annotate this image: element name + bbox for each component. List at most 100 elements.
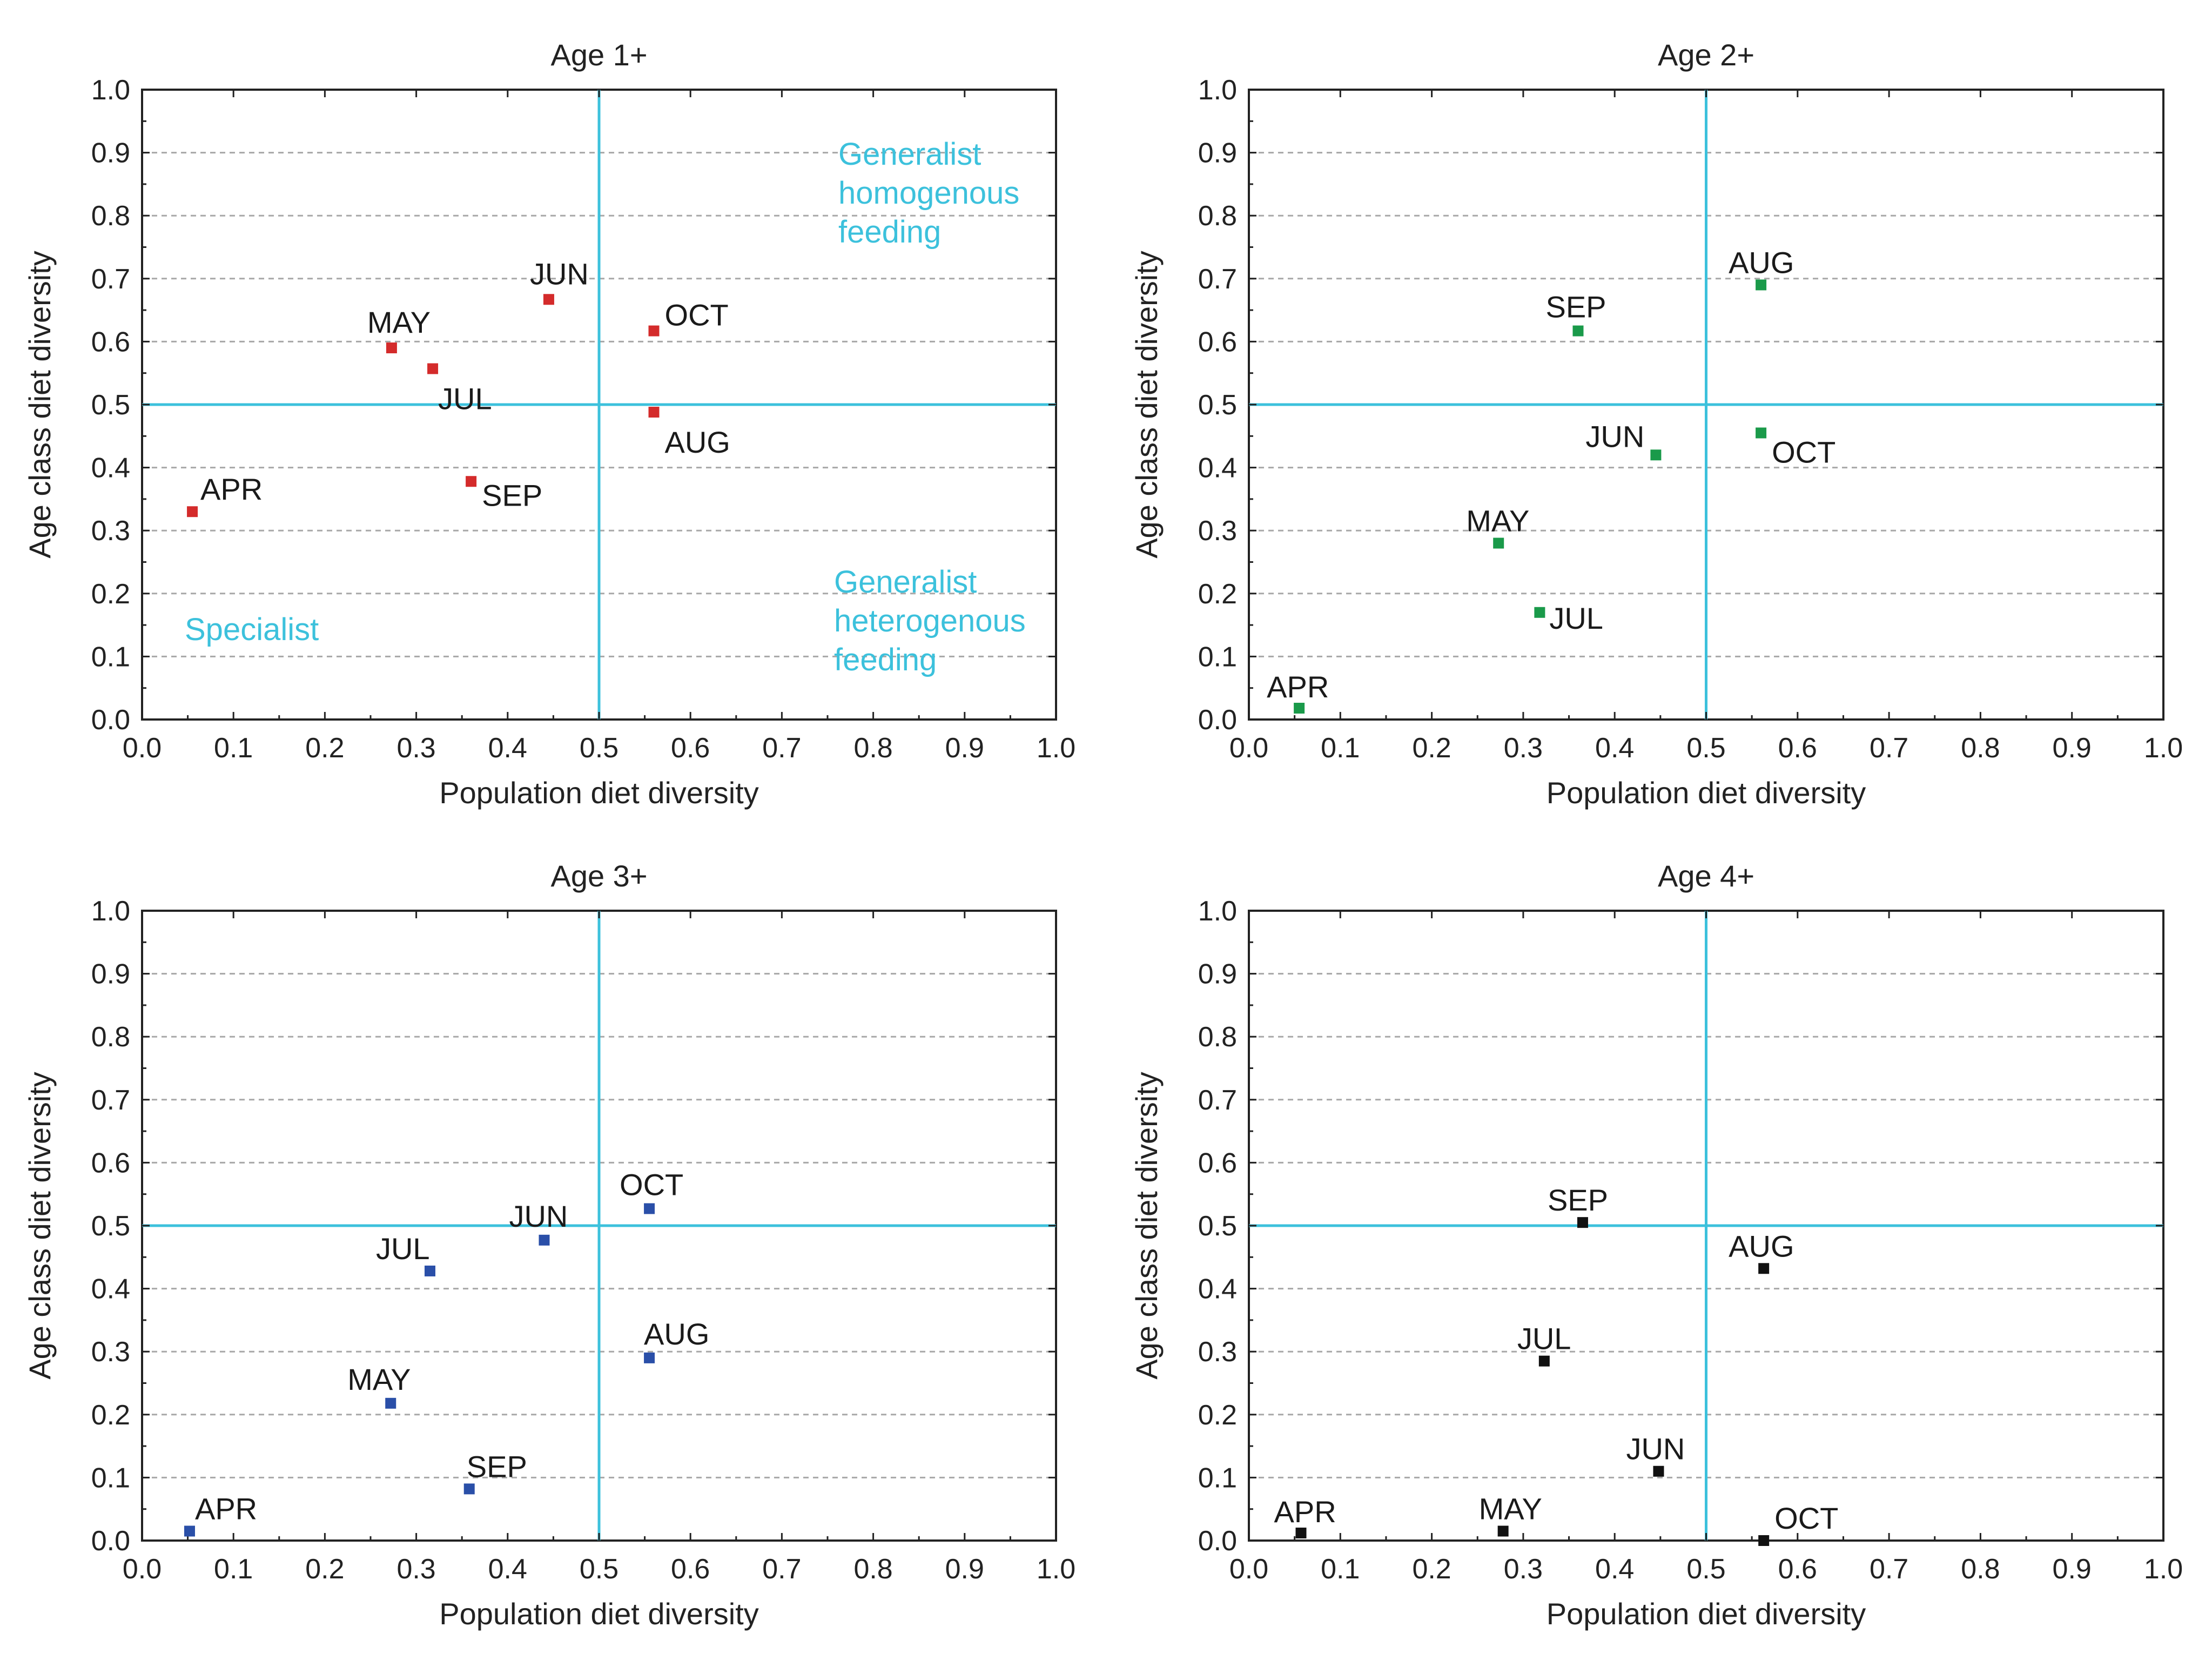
y-tick-label: 0.1	[91, 1462, 130, 1494]
x-tick-label: 0.2	[305, 732, 344, 764]
data-point-oct	[1758, 1535, 1770, 1546]
data-point-sep	[466, 476, 477, 487]
chart-title: Age 4+	[1658, 859, 1754, 893]
y-tick-label: 0.3	[91, 515, 130, 547]
data-label-jul: JUL	[376, 1232, 430, 1266]
data-point-apr	[184, 1525, 195, 1537]
x-tick-label: 0.0	[123, 732, 162, 764]
x-tick-label: 0.5	[1686, 1554, 1725, 1585]
data-point-jul	[1534, 607, 1545, 618]
x-tick-label: 0.5	[1686, 732, 1725, 764]
x-tick-label: 0.8	[853, 732, 892, 764]
x-tick-label: 0.7	[1870, 1554, 1908, 1585]
x-tick-label: 0.2	[1412, 1554, 1451, 1585]
y-tick-label: 0.8	[91, 1021, 130, 1053]
chart-title: Age 1+	[550, 38, 647, 72]
quadrant-annotation-line: Specialist	[185, 612, 319, 647]
y-tick-label: 0.0	[91, 1525, 130, 1557]
data-label-sep: SEP	[1548, 1183, 1608, 1217]
x-tick-label: 0.9	[945, 732, 984, 764]
y-axis-title: Age class diet diversity	[23, 251, 57, 559]
x-tick-label: 0.3	[1504, 732, 1543, 764]
y-tick-label: 0.5	[91, 1211, 130, 1242]
y-tick-label: 0.6	[91, 1147, 130, 1179]
y-tick-label: 0.7	[91, 264, 130, 295]
data-point-jul	[1538, 1355, 1550, 1367]
data-label-jul: JUL	[438, 382, 492, 416]
x-tick-label: 0.0	[1229, 732, 1268, 764]
x-tick-label: 0.1	[214, 732, 253, 764]
x-tick-label: 0.8	[1961, 1554, 2000, 1585]
data-point-sep	[463, 1483, 475, 1495]
data-label-jul: JUL	[1517, 1322, 1571, 1356]
x-tick-label: 0.1	[214, 1554, 253, 1585]
y-tick-label: 0.2	[91, 579, 130, 610]
data-point-aug	[1756, 279, 1767, 291]
y-axis-title: Age class diet diversity	[1129, 251, 1164, 559]
x-tick-label: 0.4	[1595, 732, 1634, 764]
y-tick-label: 0.2	[91, 1400, 130, 1431]
y-tick-label: 0.1	[1198, 641, 1237, 673]
data-point-may	[1497, 1525, 1509, 1537]
data-label-may: MAY	[367, 305, 431, 339]
y-tick-label: 0.9	[1198, 959, 1237, 990]
x-tick-label: 0.2	[1412, 732, 1451, 764]
y-tick-label: 0.8	[91, 200, 130, 232]
data-label-jun: JUN	[509, 1199, 568, 1233]
y-axis-title: Age class diet diversity	[23, 1072, 57, 1380]
data-label-may: MAY	[1466, 504, 1529, 538]
y-tick-label: 0.4	[1198, 453, 1237, 484]
panel-age-3-: 0.0 0.1 0.2 0.3 0.4 0.5 0.6 0.7 0.8 0.9 1.0 0.0 0.1 0…	[23, 859, 1075, 1631]
y-tick-label: 0.3	[91, 1336, 130, 1368]
data-label-apr: APR	[200, 472, 263, 506]
data-point-sep	[1577, 1217, 1588, 1228]
y-tick-label: 0.0	[1198, 704, 1237, 736]
data-point-aug	[1758, 1263, 1770, 1274]
chart-title: Age 2+	[1658, 38, 1754, 72]
quadrant-annotation-line: homogenous	[838, 176, 1019, 211]
x-tick-label: 0.8	[853, 1554, 892, 1585]
chart-title: Age 3+	[550, 859, 647, 893]
x-tick-label: 0.0	[1229, 1554, 1268, 1585]
x-tick-label: 0.3	[1504, 1554, 1543, 1585]
data-point-apr	[187, 506, 198, 517]
x-tick-label: 0.7	[1870, 732, 1908, 764]
x-tick-label: 1.0	[2144, 732, 2183, 764]
data-label-sep: SEP	[482, 478, 542, 512]
quadrant-annotation-line: Generalist	[834, 564, 977, 600]
y-tick-label: 0.7	[1198, 264, 1237, 295]
x-tick-label: 1.0	[1037, 1554, 1075, 1585]
quadrant-annotation: Specialist	[185, 612, 319, 647]
data-point-may	[386, 342, 397, 354]
data-point-oct	[1756, 427, 1767, 439]
x-tick-label: 0.4	[488, 1554, 527, 1585]
y-tick-label: 0.9	[91, 959, 130, 990]
y-tick-label: 0.9	[1198, 138, 1237, 169]
x-tick-label: 0.3	[396, 732, 435, 764]
y-tick-label: 0.5	[1198, 1211, 1237, 1242]
data-point-apr	[1294, 703, 1305, 714]
x-axis-title: Population diet diversity	[439, 1597, 758, 1631]
data-point-jun	[539, 1234, 550, 1246]
data-label-aug: AUG	[644, 1317, 709, 1351]
x-tick-label: 0.9	[945, 1554, 984, 1585]
data-point-jun	[1653, 1465, 1664, 1477]
data-point-sep	[1572, 325, 1584, 337]
data-point-aug	[644, 1352, 655, 1363]
x-tick-label: 0.4	[1595, 1554, 1634, 1585]
y-tick-label: 0.0	[1198, 1525, 1237, 1557]
quadrant-annotation-line: heterogenous	[834, 603, 1026, 638]
data-point-jul	[424, 1265, 435, 1276]
data-label-oct: OCT	[1772, 435, 1836, 469]
x-tick-label: 0.5	[580, 1554, 618, 1585]
x-tick-label: 1.0	[1037, 732, 1075, 764]
data-point-oct	[644, 1203, 655, 1214]
x-tick-label: 0.2	[305, 1554, 344, 1585]
data-label-apr: APR	[1267, 670, 1329, 704]
y-tick-label: 0.8	[1198, 200, 1237, 232]
x-tick-label: 0.6	[1778, 1554, 1817, 1585]
x-tick-label: 0.6	[1778, 732, 1817, 764]
y-tick-label: 1.0	[91, 75, 130, 106]
x-tick-label: 0.0	[123, 1554, 162, 1585]
data-label-may: MAY	[347, 1362, 411, 1396]
